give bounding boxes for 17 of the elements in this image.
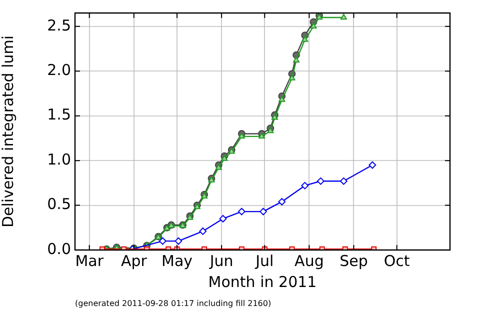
x-tick-label: Apr xyxy=(120,252,148,270)
text: (generated 2011-09-28 01:17 including fill 2160) xyxy=(75,299,272,308)
y-tick-label: 0.5 xyxy=(47,195,71,214)
x-tick-label: Aug xyxy=(294,252,324,270)
y-tick-label: 1.5 xyxy=(47,106,71,124)
x-tick-label: Oct xyxy=(384,252,410,270)
x-tick-label: Jul xyxy=(254,252,274,270)
x-tick-label: Mar xyxy=(75,252,104,270)
y-tick-label: 2.0 xyxy=(47,61,71,80)
y-tick-label: 0.0 xyxy=(47,240,71,258)
x-axis-title: Month in 2011 xyxy=(208,272,317,291)
y-axis-title: Delivered integrated lumi xyxy=(0,35,17,228)
y-tick-label: 2.5 xyxy=(47,16,71,34)
x-tick-label: Sep xyxy=(340,252,368,270)
x-tick-label: Jun xyxy=(208,252,234,270)
y-tick-label: 1.0 xyxy=(47,150,71,168)
x-tick-label: May xyxy=(162,252,193,270)
